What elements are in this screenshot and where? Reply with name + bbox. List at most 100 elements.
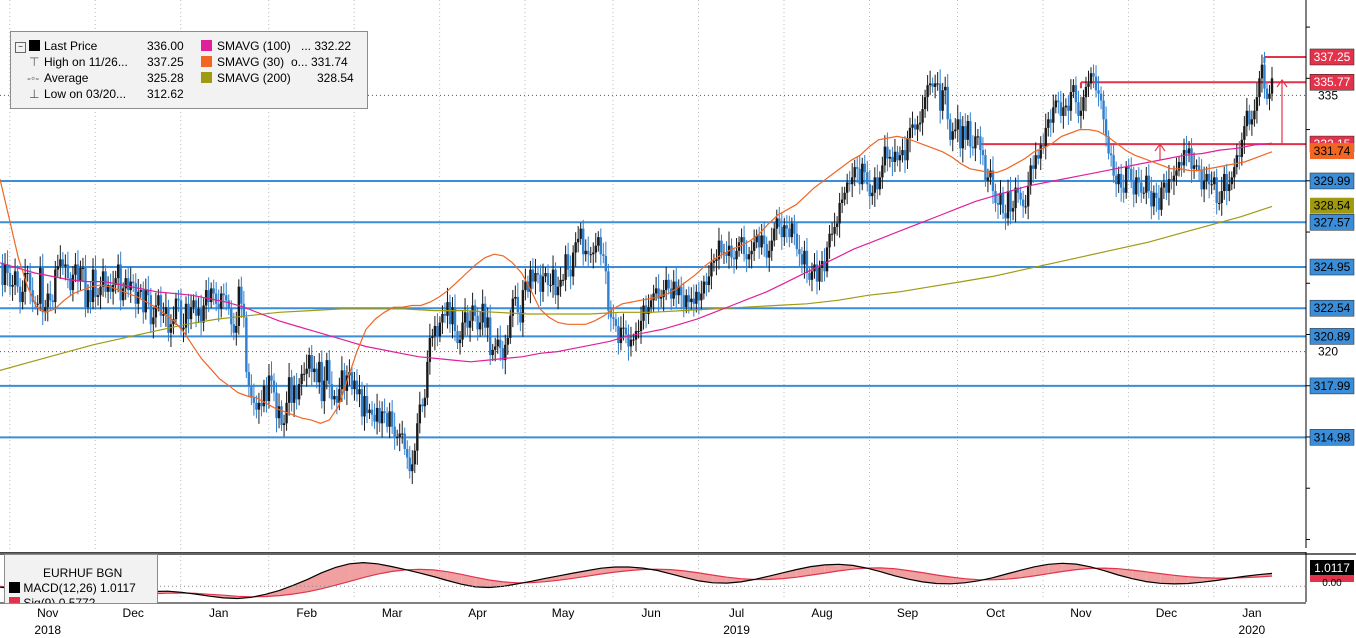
candle-body bbox=[463, 312, 467, 323]
candle-body bbox=[1157, 197, 1161, 210]
candle-body bbox=[856, 167, 859, 169]
candle-body bbox=[1152, 192, 1156, 207]
candle-body bbox=[368, 409, 371, 414]
candle-body bbox=[250, 385, 253, 398]
candle-body bbox=[740, 237, 743, 243]
candle-body bbox=[403, 433, 406, 449]
candle-body bbox=[808, 273, 811, 280]
candle-body bbox=[755, 235, 758, 243]
candle-body bbox=[197, 308, 200, 316]
candle-body bbox=[582, 228, 585, 255]
candle-body bbox=[707, 276, 711, 285]
candle-body bbox=[124, 278, 127, 289]
candle-body bbox=[16, 271, 19, 287]
candle-body bbox=[121, 288, 125, 301]
candle-body bbox=[1124, 167, 1128, 193]
price-tag-label: 335.77 bbox=[1314, 75, 1351, 89]
sma-tag: 328.54 bbox=[1310, 197, 1354, 214]
candle-body bbox=[891, 156, 894, 163]
candle-body bbox=[798, 249, 801, 255]
candle-body bbox=[989, 170, 992, 178]
candle-body bbox=[541, 276, 545, 292]
candle-body bbox=[162, 314, 165, 316]
candle-body bbox=[217, 303, 220, 309]
candle-body bbox=[494, 346, 497, 350]
candle-body bbox=[1215, 177, 1218, 203]
candle-body bbox=[627, 334, 630, 347]
x-tick-label: Jun bbox=[641, 606, 660, 620]
candle-body bbox=[154, 305, 158, 318]
candle-body bbox=[446, 302, 449, 316]
x-tick-label: Apr bbox=[468, 606, 487, 620]
candle-body bbox=[1001, 192, 1005, 214]
candle-body bbox=[938, 83, 942, 111]
candle-body bbox=[1240, 139, 1244, 157]
candle-body bbox=[74, 264, 77, 275]
candle-body bbox=[199, 308, 203, 323]
candle-body bbox=[36, 303, 39, 305]
macd-hist-fill bbox=[1202, 577, 1217, 583]
candle-body bbox=[790, 223, 794, 238]
macd-legend: EURHUF BGN MACD(12,26) 1.0117 Sig(9) 0.5… bbox=[4, 554, 158, 604]
macd-hist-fill bbox=[1132, 570, 1147, 582]
price-tag: 329.99 bbox=[1309, 172, 1355, 190]
candle-body bbox=[745, 254, 748, 260]
candle-body bbox=[116, 264, 120, 279]
candle-body bbox=[46, 293, 49, 308]
x-tick-label: Dec bbox=[1156, 606, 1177, 620]
sma-tag-bg bbox=[1310, 197, 1354, 214]
candle-body bbox=[783, 225, 786, 238]
candle-body bbox=[179, 300, 183, 330]
candle-body bbox=[649, 300, 653, 308]
legend-value: 0.5772 bbox=[58, 596, 96, 604]
candle-body bbox=[134, 283, 137, 304]
candle-body bbox=[793, 223, 796, 234]
candle-body bbox=[385, 413, 389, 427]
candle-body bbox=[71, 274, 75, 291]
candle-body bbox=[398, 433, 401, 437]
candle-body bbox=[101, 271, 105, 287]
candle-body bbox=[174, 298, 178, 320]
x-year-label: 2019 bbox=[723, 623, 750, 637]
candle-body bbox=[873, 177, 877, 193]
legend-value: o... 331.74 bbox=[291, 55, 348, 69]
macd-hist-fill bbox=[335, 563, 350, 586]
candle-body bbox=[486, 317, 489, 328]
candle-body bbox=[687, 295, 690, 303]
candle-body bbox=[1006, 191, 1010, 219]
candle-body bbox=[428, 337, 432, 362]
candle-body bbox=[54, 269, 57, 303]
candle-body bbox=[994, 191, 997, 203]
candle-body bbox=[466, 312, 469, 328]
candle-body bbox=[1029, 165, 1032, 186]
candle-body bbox=[1092, 73, 1095, 77]
candle-body bbox=[418, 404, 422, 424]
candle-body bbox=[267, 375, 271, 402]
candle-body bbox=[1074, 85, 1078, 103]
candle-body bbox=[1026, 185, 1030, 207]
macd-line bbox=[0, 561, 1273, 600]
candle-body bbox=[1223, 173, 1226, 192]
candle-body bbox=[1155, 192, 1158, 198]
candle-body bbox=[6, 264, 9, 274]
candle-body bbox=[1114, 175, 1118, 185]
candle-body bbox=[805, 250, 809, 274]
candle-body bbox=[969, 121, 972, 147]
candle-body bbox=[421, 404, 424, 407]
price-tag-bg bbox=[1309, 328, 1355, 345]
candle-body bbox=[664, 279, 668, 291]
candle-body bbox=[825, 247, 829, 272]
candle-body bbox=[597, 237, 600, 246]
candle-body bbox=[411, 464, 414, 472]
candle-body bbox=[335, 395, 339, 403]
candle-body bbox=[1135, 177, 1138, 195]
collapse-icon[interactable]: − bbox=[15, 42, 26, 53]
candle-body bbox=[669, 288, 673, 299]
candle-body bbox=[149, 295, 153, 325]
candle-body bbox=[1160, 187, 1163, 210]
candle-body bbox=[139, 290, 142, 292]
candle-body bbox=[964, 126, 967, 140]
candle-body bbox=[639, 320, 643, 332]
candle-body bbox=[262, 385, 266, 407]
candle-body bbox=[921, 109, 924, 123]
